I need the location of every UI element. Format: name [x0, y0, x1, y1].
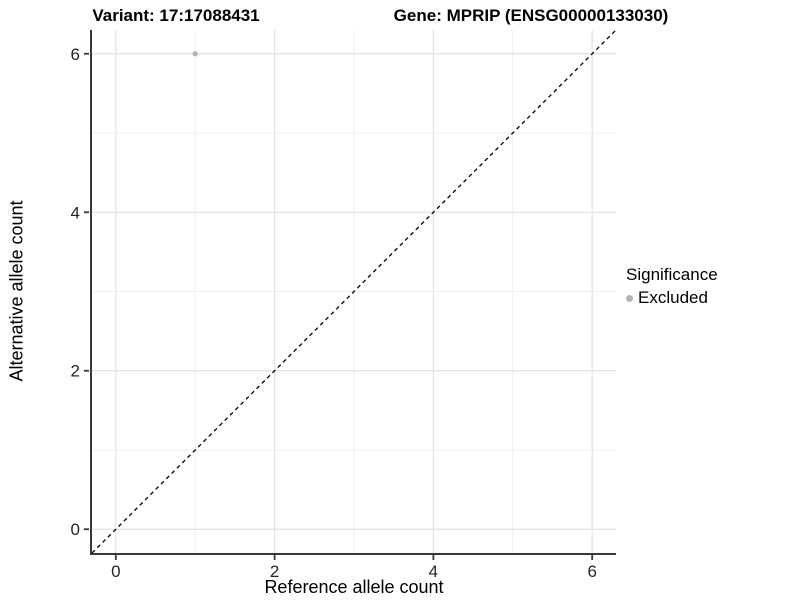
x-axis-tick-label: 0: [111, 562, 120, 581]
x-axis-tick-label: 6: [587, 562, 596, 581]
x-axis-tick-label: 2: [270, 562, 279, 581]
y-axis-tick-label: 2: [71, 362, 80, 381]
y-axis-tick-label: 4: [71, 203, 80, 222]
legend-item-label: Excluded: [638, 288, 708, 307]
plot-title-gene: Gene: MPRIP (ENSG00000133030): [393, 6, 669, 25]
x-axis-tick-label: 4: [429, 562, 438, 581]
plot-title-variant: Variant: 17:17088431: [92, 6, 260, 25]
y-axis-title: Alternative allele count: [6, 200, 27, 382]
y-axis-tick-label: 0: [71, 520, 80, 539]
identity-reference-line: [91, 29, 617, 554]
y-axis-tick-label: 6: [71, 45, 80, 64]
legend-title: Significance: [626, 265, 718, 284]
legend: Significance Excluded: [626, 265, 718, 308]
legend-item-excluded: Excluded: [626, 288, 718, 308]
x-axis-title: Reference allele count: [264, 577, 444, 597]
legend-point-swatch: [626, 294, 633, 302]
data-point: [192, 51, 198, 57]
